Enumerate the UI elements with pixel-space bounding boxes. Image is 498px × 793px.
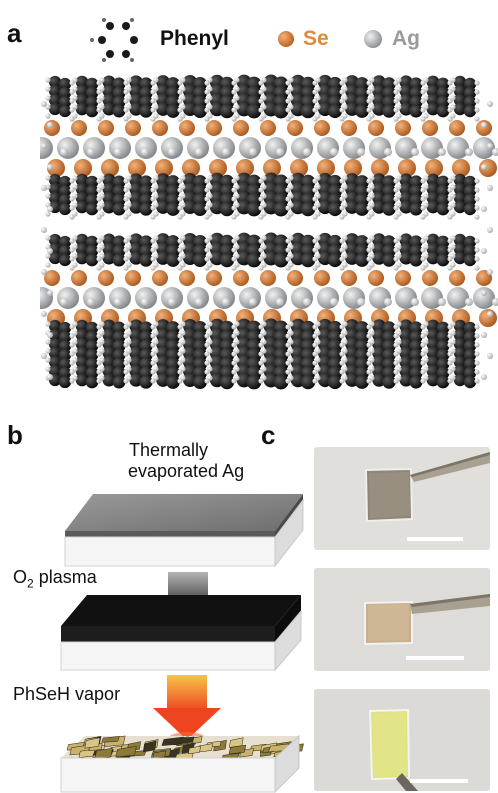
crystal-structure-image bbox=[40, 74, 498, 390]
process-schematic bbox=[60, 494, 304, 793]
ag-legend-icon bbox=[364, 30, 382, 48]
plasma-suffix: plasma bbox=[33, 567, 97, 587]
panel-a-label: a bbox=[7, 18, 22, 48]
photo-mithrene-film bbox=[314, 689, 490, 791]
o2-subscript: 2 bbox=[27, 576, 34, 591]
substrate-crystals bbox=[60, 734, 304, 793]
o2-prefix: O bbox=[13, 567, 28, 587]
substrate-ag bbox=[64, 494, 304, 568]
panel-b-label: b bbox=[7, 420, 23, 450]
phenyl-legend-icon bbox=[90, 18, 138, 62]
photo-oxidized-film bbox=[314, 568, 490, 671]
substrate-oxidized bbox=[60, 595, 302, 672]
step-ag-label-line2: evaporated Ag bbox=[128, 461, 245, 481]
legend-phenyl-label: Phenyl bbox=[160, 27, 229, 50]
step-phseh-label: PhSeH vapor bbox=[13, 684, 121, 704]
step-o2-plasma-label: O2 plasma bbox=[13, 567, 97, 591]
step-ag-label-line1: Thermally bbox=[129, 440, 209, 460]
legend-ag-label: Ag bbox=[392, 27, 420, 50]
panel-c-label: c bbox=[261, 420, 276, 450]
se-legend-icon bbox=[278, 31, 294, 47]
photo-ag-film bbox=[314, 447, 490, 550]
legend-se-label: Se bbox=[303, 27, 329, 50]
